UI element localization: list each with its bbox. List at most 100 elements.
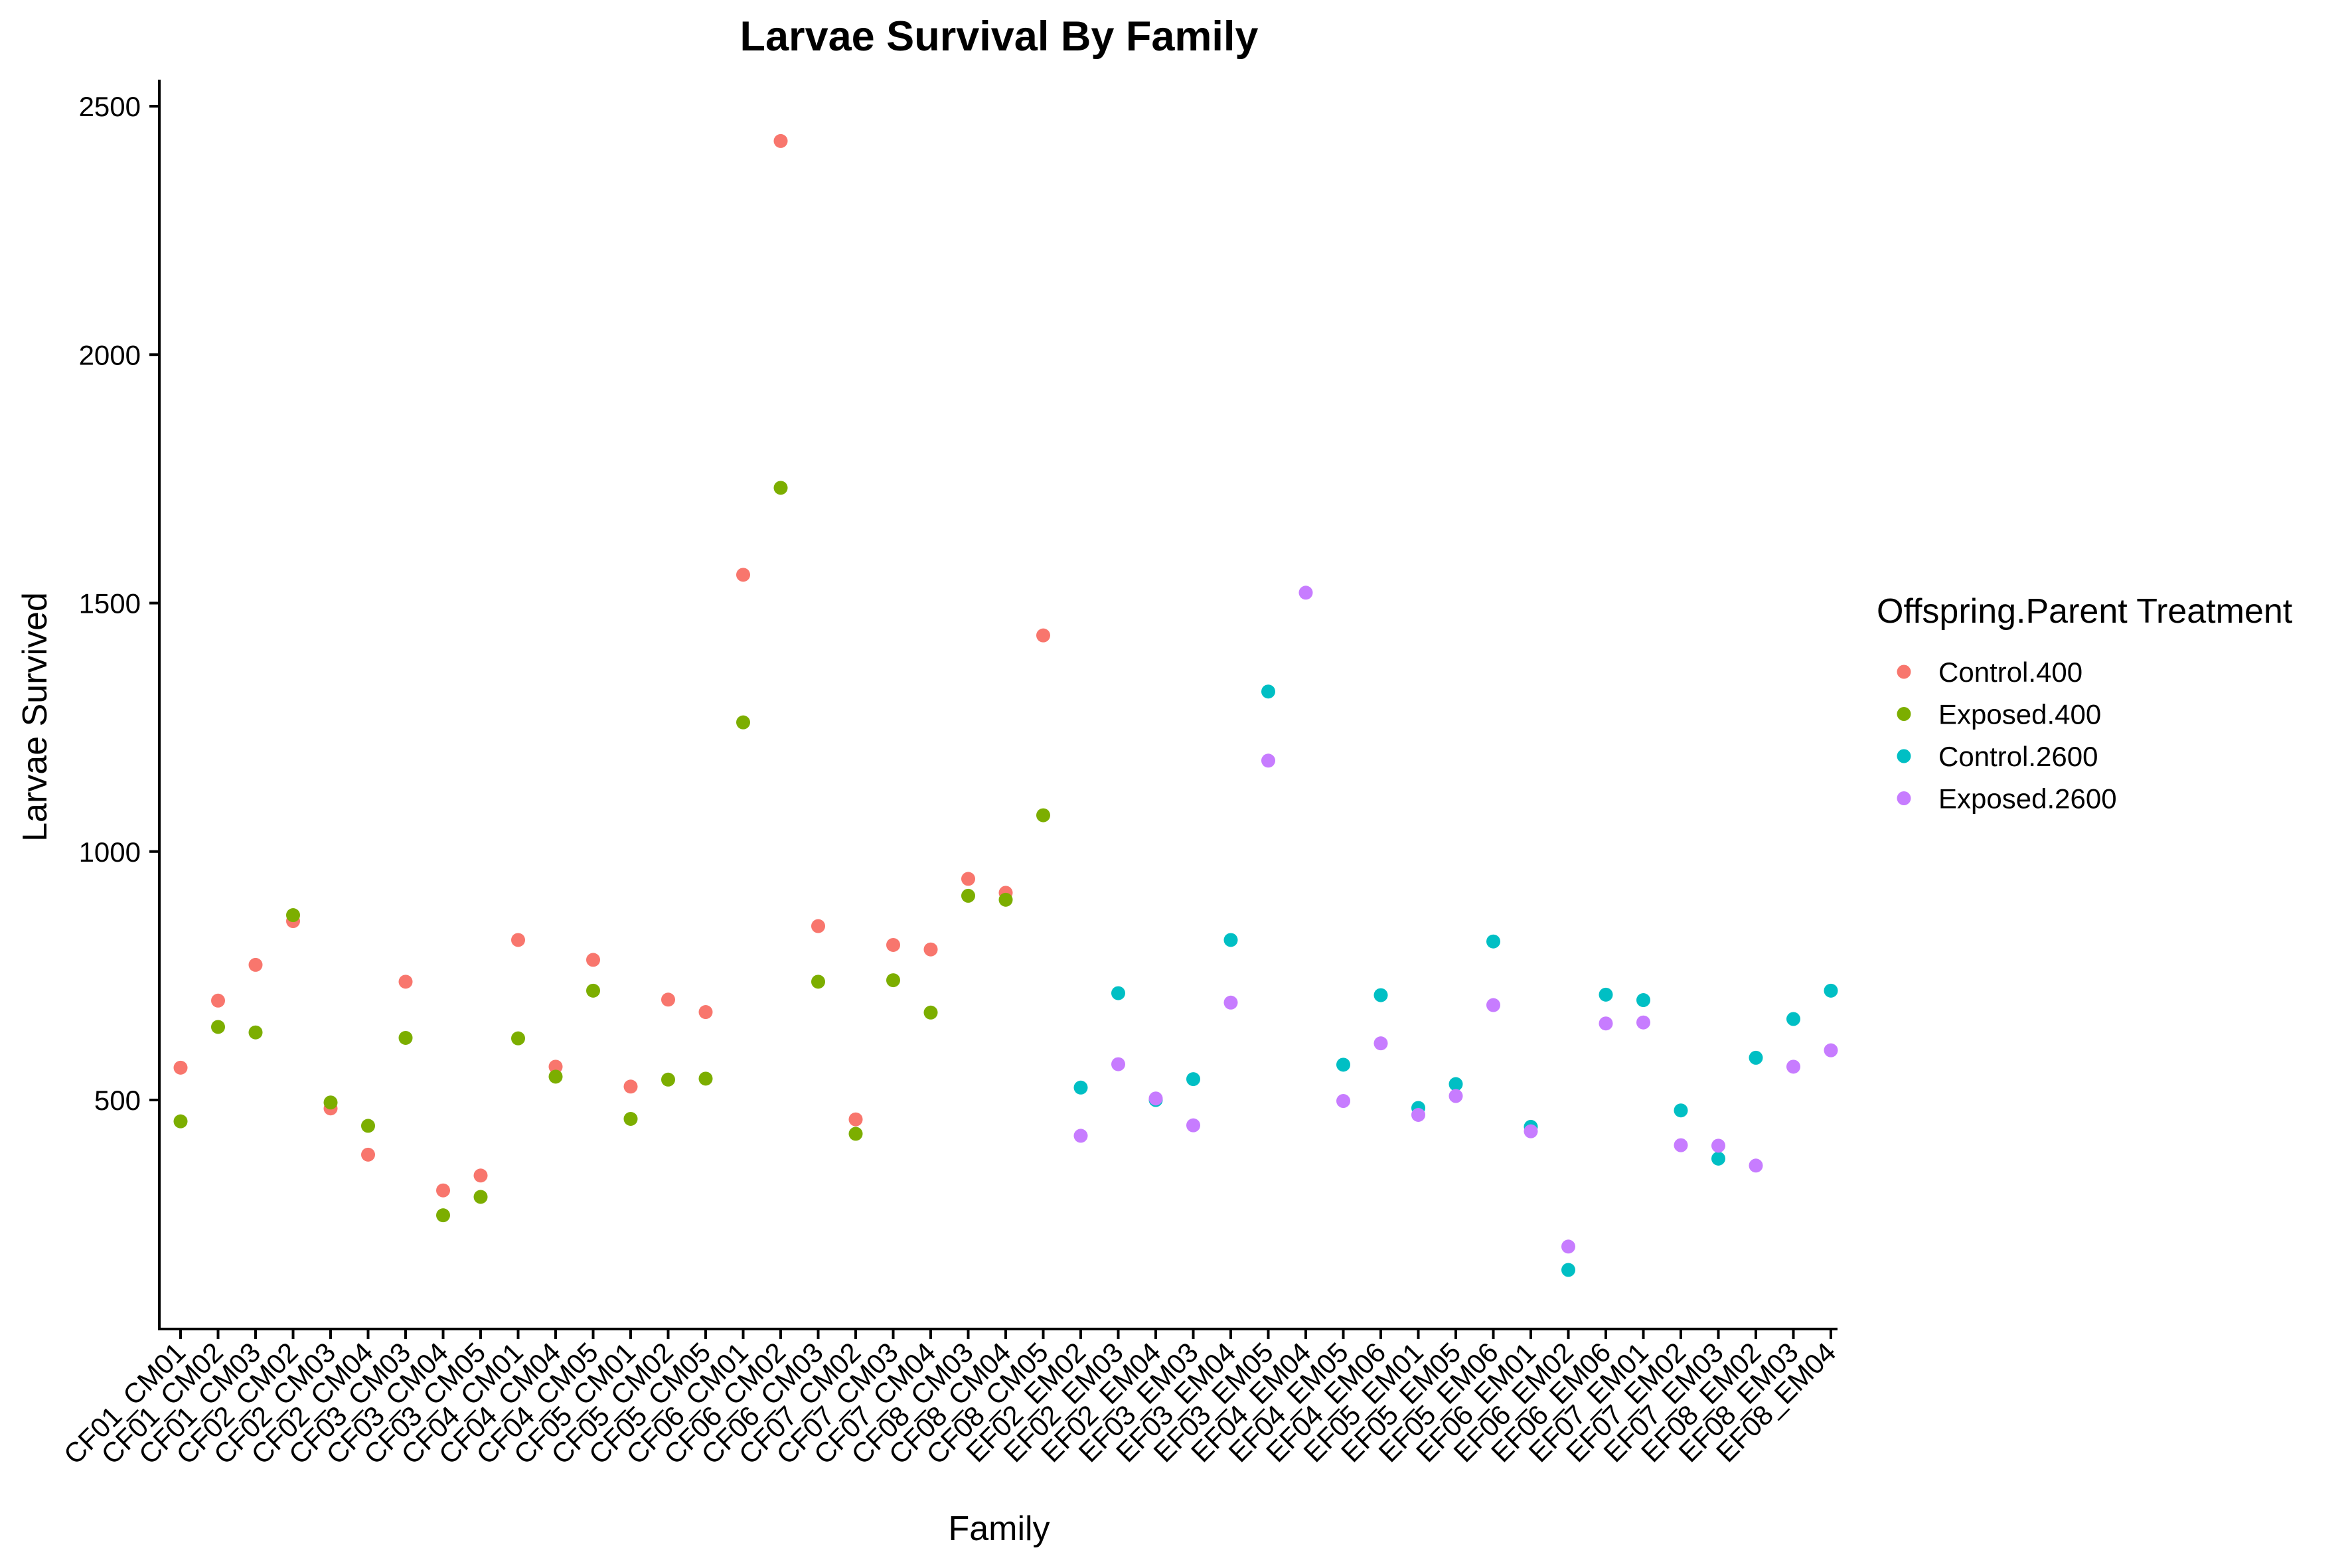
data-point — [1336, 1058, 1350, 1072]
data-point — [961, 872, 975, 886]
data-point — [398, 1030, 413, 1045]
data-point — [1561, 1263, 1575, 1277]
y-tick-label: 2500 — [79, 91, 141, 122]
y-axis-title: Larvae Survived — [16, 592, 54, 842]
data-point — [586, 983, 600, 998]
data-point — [1261, 684, 1275, 699]
data-point — [1636, 993, 1650, 1008]
x-axis-title: Family — [948, 1510, 1050, 1548]
data-point — [623, 1079, 638, 1094]
legend-title: Offspring.Parent Treatment — [1877, 592, 2293, 631]
data-point — [173, 1060, 188, 1075]
data-point — [1073, 1129, 1088, 1143]
data-point — [736, 715, 750, 730]
data-point — [1674, 1138, 1688, 1152]
data-point — [1449, 1077, 1463, 1091]
data-point — [1298, 586, 1313, 600]
data-point — [1524, 1124, 1538, 1138]
data-point — [1036, 628, 1050, 643]
data-point — [1786, 1059, 1800, 1074]
data-point — [436, 1208, 450, 1223]
data-point — [1749, 1158, 1763, 1173]
legend-key — [1897, 791, 1911, 805]
data-point — [548, 1069, 563, 1084]
data-point — [361, 1119, 375, 1133]
y-tick-label: 2000 — [79, 339, 141, 370]
data-point — [1824, 1043, 1838, 1058]
data-point — [661, 992, 675, 1007]
data-point — [1711, 1138, 1725, 1153]
data-point — [923, 942, 938, 957]
data-point — [1411, 1107, 1425, 1122]
data-point — [1599, 1016, 1613, 1031]
data-point — [1073, 1080, 1088, 1095]
series-exposed-400 — [173, 481, 1050, 1223]
data-point — [1261, 753, 1275, 768]
data-point — [661, 1072, 675, 1087]
data-point — [886, 973, 900, 988]
data-point — [1373, 988, 1388, 1002]
data-point — [998, 892, 1013, 907]
data-point — [736, 568, 750, 582]
data-point — [848, 1112, 863, 1127]
data-point — [1373, 1036, 1388, 1051]
legend-key — [1897, 665, 1911, 679]
data-point — [398, 975, 413, 989]
data-point — [1186, 1072, 1200, 1087]
data-point — [1786, 1012, 1800, 1026]
legend-label: Control.2600 — [1938, 741, 2098, 772]
data-point — [1336, 1093, 1350, 1108]
data-point — [773, 133, 788, 148]
data-point — [473, 1168, 488, 1183]
data-point — [173, 1114, 188, 1129]
data-point — [1824, 983, 1838, 998]
data-point — [1486, 934, 1500, 949]
data-point — [1636, 1015, 1650, 1030]
data-point — [511, 933, 525, 947]
data-point — [361, 1147, 375, 1162]
data-point — [286, 908, 300, 923]
data-point — [923, 1005, 938, 1020]
data-point — [1186, 1118, 1200, 1133]
data-point — [698, 1005, 713, 1020]
data-point — [436, 1183, 450, 1198]
legend-label: Control.400 — [1938, 657, 2082, 688]
data-point — [1486, 998, 1500, 1012]
legend-key — [1897, 707, 1911, 721]
data-point — [1223, 933, 1238, 947]
data-point — [1036, 808, 1050, 823]
y-axis-ticks: 500 1000 1500 2000 2500 — [79, 91, 159, 1116]
data-point — [1449, 1089, 1463, 1103]
x-axis-ticks: CF01_CM01CF01_CM02CF01_CM03CF02_CM02CF02… — [58, 1329, 1842, 1470]
legend-key — [1897, 749, 1911, 763]
data-point — [323, 1095, 338, 1110]
legend-label: Exposed.400 — [1938, 699, 2101, 730]
data-point — [473, 1190, 488, 1204]
data-point — [1711, 1151, 1725, 1166]
plot-area — [173, 133, 1838, 1277]
data-point — [1223, 995, 1238, 1010]
data-point — [961, 888, 975, 903]
legend-label: Exposed.2600 — [1938, 783, 2117, 815]
data-point — [548, 1059, 563, 1074]
series-control-2600 — [1073, 684, 1838, 1277]
y-tick-label: 500 — [94, 1085, 141, 1116]
data-point — [586, 953, 600, 967]
data-point — [623, 1111, 638, 1126]
y-tick-label: 1000 — [79, 836, 141, 868]
data-point — [511, 1031, 525, 1046]
legend: Offspring.Parent Treatment Control.400 Ex… — [1877, 592, 2293, 815]
data-point — [1561, 1239, 1575, 1254]
series-control-400 — [173, 133, 1050, 1198]
data-point — [1148, 1091, 1163, 1106]
data-point — [811, 975, 825, 989]
data-point — [811, 919, 825, 933]
series-exposed-2600 — [1073, 586, 1838, 1254]
data-point — [1599, 987, 1613, 1002]
data-point — [248, 957, 263, 972]
data-point — [248, 1025, 263, 1040]
y-tick-label: 1500 — [79, 588, 141, 619]
data-point — [211, 993, 225, 1008]
data-point — [848, 1127, 863, 1141]
